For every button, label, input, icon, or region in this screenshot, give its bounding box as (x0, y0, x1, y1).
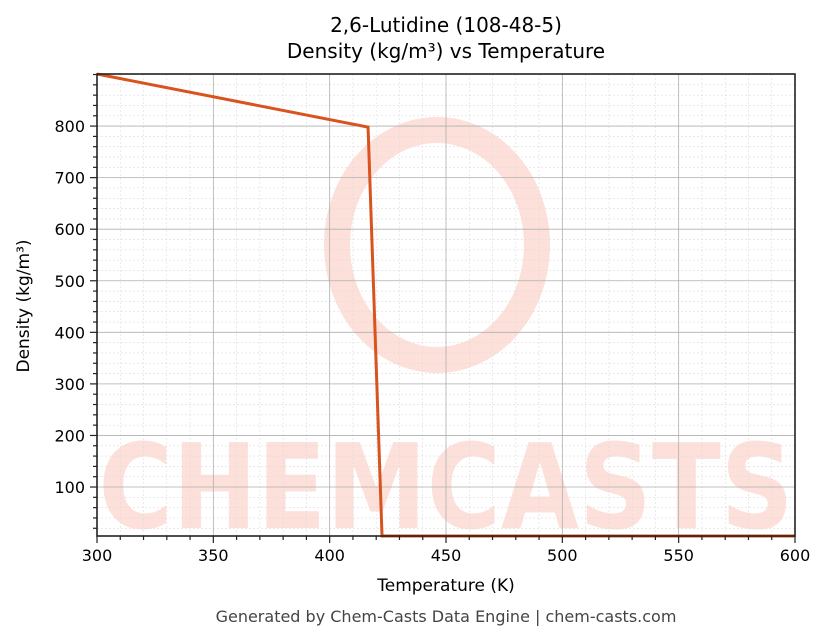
svg-text:200: 200 (54, 426, 85, 445)
svg-text:500: 500 (547, 546, 578, 565)
footer-credit: Generated by Chem-Casts Data Engine | ch… (215, 607, 677, 626)
svg-text:350: 350 (198, 546, 229, 565)
svg-text:400: 400 (54, 323, 85, 342)
svg-text:700: 700 (54, 169, 85, 188)
svg-text:550: 550 (663, 546, 694, 565)
y-axis-label: Density (kg/m³) (14, 239, 34, 373)
svg-text:400: 400 (314, 546, 345, 565)
svg-text:300: 300 (82, 546, 113, 565)
y-axis-ticks: 100 200 300 400 500 600 700 800 (54, 73, 97, 529)
svg-text:300: 300 (54, 375, 85, 394)
svg-text:500: 500 (54, 272, 85, 291)
chart-title-line2: Density (kg/m³) vs Temperature (286, 39, 606, 63)
svg-text:600: 600 (54, 220, 85, 239)
chart-title-line1: 2,6-Lutidine (108-48-5) (330, 13, 562, 37)
svg-text:100: 100 (54, 478, 85, 497)
x-axis-label: Temperature (K) (377, 576, 515, 596)
svg-text:800: 800 (54, 117, 85, 136)
svg-text:450: 450 (431, 546, 462, 565)
x-axis-ticks: 300 350 400 450 500 550 600 (82, 536, 811, 565)
svg-text:600: 600 (780, 546, 811, 565)
